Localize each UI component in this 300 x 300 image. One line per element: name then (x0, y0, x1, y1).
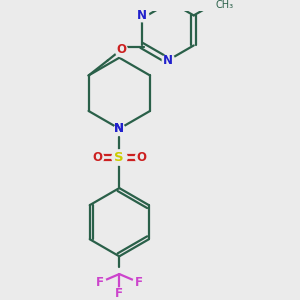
Text: N: N (137, 9, 147, 22)
Text: N: N (114, 122, 124, 135)
Text: O: O (92, 151, 103, 164)
Text: N: N (163, 54, 173, 67)
Text: F: F (115, 287, 123, 300)
Text: CH₃: CH₃ (215, 0, 233, 10)
Text: N: N (114, 122, 124, 135)
Text: O: O (116, 43, 126, 56)
Text: F: F (96, 276, 104, 289)
Text: S: S (115, 151, 124, 164)
Text: O: O (136, 151, 146, 164)
Text: F: F (134, 276, 142, 289)
